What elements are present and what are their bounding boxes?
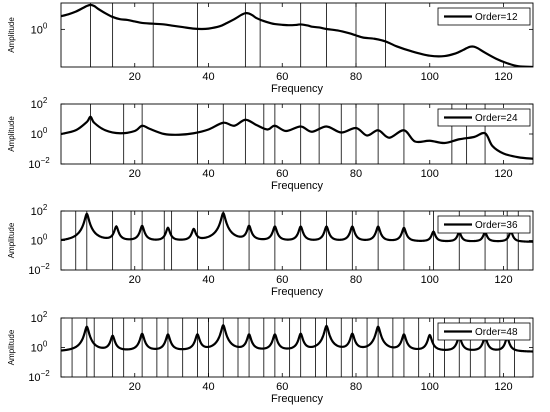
legend-box: [437, 108, 531, 127]
plot-frame: [60, 2, 534, 68]
x-tick-label: 120: [494, 168, 512, 180]
x-tick-label: 40: [202, 274, 214, 286]
vertical-lines: [90, 3, 386, 67]
x-tick-label: 120: [494, 71, 512, 83]
y-tick-base: 10: [31, 236, 43, 248]
legend-box: [437, 322, 531, 341]
y-tick-base: 10: [31, 99, 43, 111]
y-tick-base: 10: [28, 372, 40, 384]
panel-1: 20 40 60 80 100 120 100 Frequency Amplitude Order…: [7, 2, 534, 95]
x-tick-label: 120: [494, 381, 512, 393]
y-tick-exponent: −2: [41, 369, 51, 378]
vertical-lines: [90, 104, 486, 164]
y-tick-exponent: −2: [41, 156, 51, 165]
legend-label: Order=48: [475, 327, 518, 338]
y-tick-base: 10: [31, 24, 43, 36]
legend-box: [437, 215, 531, 234]
y-tick-label: 100: [31, 340, 48, 355]
vertical-lines: [71, 318, 515, 377]
y-tick-exponent: 2: [43, 203, 48, 212]
x-tick-label: 120: [494, 274, 512, 286]
y-tick-base: 10: [28, 159, 40, 171]
y-tick-base: 10: [31, 343, 43, 355]
y-tick-label: 10−2: [28, 156, 50, 171]
x-tick-label: 100: [421, 381, 439, 393]
x-axis-label: Frequency: [271, 83, 323, 95]
series-line: [61, 115, 533, 160]
x-tick-label: 80: [350, 381, 362, 393]
x-tick-label: 80: [350, 168, 362, 180]
legend-box: [437, 7, 531, 26]
legend: Order=24: [437, 108, 531, 127]
x-tick-label: 100: [421, 274, 439, 286]
series-line: [61, 323, 533, 353]
x-tick-label: 100: [421, 168, 439, 180]
x-axis-label: Frequency: [271, 393, 323, 405]
y-axis-label: Amplitude: [7, 116, 16, 152]
y-tick-exponent: −2: [41, 262, 51, 271]
x-tick-label: 20: [129, 274, 141, 286]
legend: Order=48: [437, 322, 531, 341]
y-tick-label: 102: [31, 203, 48, 218]
x-tick-label: 40: [202, 381, 214, 393]
panel-4: 20 40 60 80 100 12010−2100102FrequencyAmplitu…: [7, 310, 534, 405]
y-tick-base: 10: [31, 129, 43, 141]
y-tick-exponent: 2: [43, 310, 48, 319]
x-tick-label: 80: [350, 274, 362, 286]
x-tick-label: 60: [276, 168, 288, 180]
y-tick-base: 10: [31, 313, 43, 325]
y-axis-label: Amplitude: [7, 222, 16, 258]
y-tick-label: 102: [31, 96, 48, 111]
x-tick-label: 40: [202, 168, 214, 180]
x-axis-label: Frequency: [271, 180, 323, 192]
y-tick-exponent: 0: [43, 233, 48, 242]
series-line: [61, 3, 533, 67]
y-tick-exponent: 0: [43, 126, 48, 135]
legend-label: Order=24: [475, 113, 518, 124]
y-tick-exponent: 0: [43, 340, 48, 349]
x-tick-label: 20: [129, 381, 141, 393]
y-tick-exponent: 0: [43, 21, 48, 30]
y-axis-label: Amplitude: [7, 17, 16, 53]
y-tick-base: 10: [31, 206, 43, 218]
y-tick-label: 10−2: [28, 369, 50, 384]
legend-label: Order=12: [475, 12, 518, 23]
y-tick-label: 100: [31, 126, 48, 141]
y-tick-label: 10−2: [28, 262, 50, 277]
x-tick-label: 20: [129, 168, 141, 180]
y-axis-label: Amplitude: [7, 329, 16, 365]
y-tick-exponent: 2: [43, 96, 48, 105]
x-tick-label: 40: [202, 71, 214, 83]
x-axis-label: Frequency: [271, 286, 323, 298]
legend-label: Order=36: [475, 220, 518, 231]
series-line: [61, 211, 533, 243]
y-tick-label: 102: [31, 310, 48, 325]
y-tick-label: 100: [31, 21, 48, 36]
x-tick-label: 60: [276, 381, 288, 393]
x-tick-label: 20: [129, 71, 141, 83]
y-tick-label: 100: [31, 233, 48, 248]
panel-3: 20 40 60 80 100 12010−2100102FrequencyAmplitu…: [7, 203, 534, 298]
x-tick-label: 100: [421, 71, 439, 83]
x-tick-label: 80: [350, 71, 362, 83]
x-tick-label: 60: [276, 71, 288, 83]
legend: Order=36: [437, 215, 531, 234]
legend: Order=12: [437, 7, 531, 26]
y-tick-base: 10: [28, 265, 40, 277]
x-tick-label: 60: [276, 274, 288, 286]
panel-2: 20 40 60 80 100 12010−2100102FrequencyAmplitu…: [7, 96, 534, 192]
